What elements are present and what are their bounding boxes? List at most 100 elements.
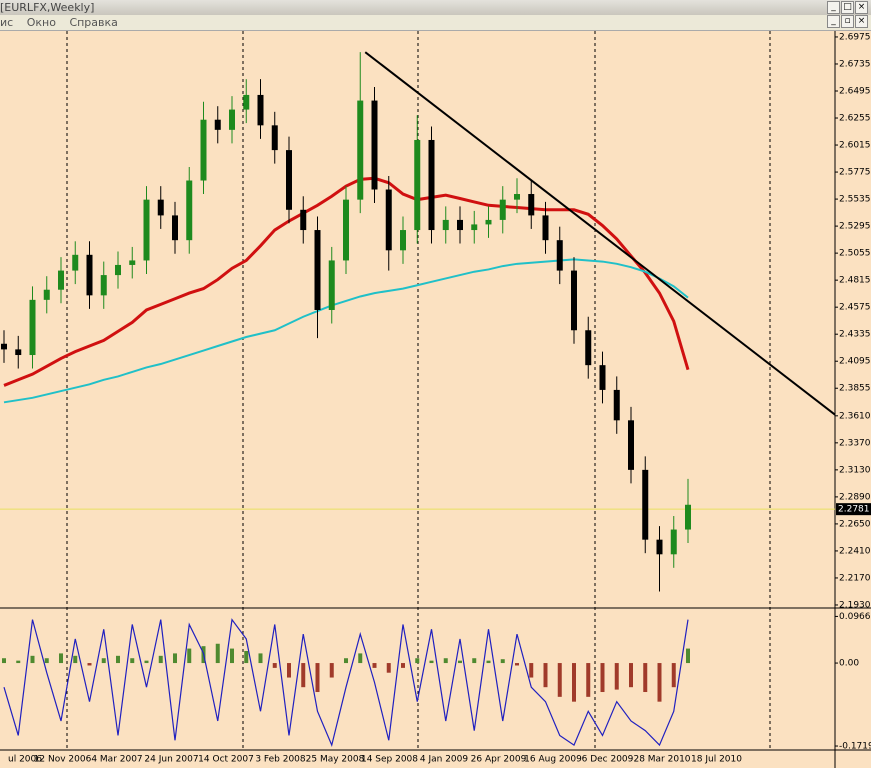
candle-body	[115, 264, 121, 276]
candle-body	[628, 420, 634, 470]
y-tick-label: 2.5295	[839, 222, 871, 232]
x-tick-label: 25 May 2008	[306, 755, 365, 765]
candle-body	[357, 100, 364, 200]
child-minimize[interactable]: _	[827, 15, 840, 28]
y-tick-label: 2.2890	[839, 492, 871, 502]
histogram-bar	[130, 658, 135, 664]
candle-body	[157, 199, 164, 216]
candle-body	[100, 275, 107, 296]
candle-body	[58, 270, 64, 290]
histogram-bar	[486, 660, 491, 664]
histogram-bar	[529, 663, 534, 678]
histogram-bar	[458, 660, 462, 664]
y-tick-label: 2.3610	[839, 411, 871, 421]
histogram-bar	[258, 653, 263, 664]
histogram-bar	[329, 663, 334, 678]
histogram-bar	[686, 648, 690, 664]
histogram-bar	[44, 658, 49, 664]
histogram-bar	[301, 663, 306, 688]
x-tick-label: 24 Jun 2007	[144, 755, 198, 765]
chart: 2.6975 2.6735 2.6495 2.6255 2.6015 2.5775 2.55…	[0, 31, 871, 768]
y-tick-label: 2.2410	[839, 546, 871, 556]
candle-body	[556, 240, 563, 271]
candle-body	[72, 254, 79, 271]
histogram-bar	[443, 658, 448, 664]
y-tick-label: 2.2170	[839, 573, 871, 583]
candle-body	[29, 299, 36, 356]
candle-body	[457, 219, 463, 231]
x-tick-label: 4 Jan 2009	[420, 755, 468, 765]
candle-body	[129, 260, 136, 265]
y-tick-label: 2.6495	[839, 86, 871, 96]
histogram-bar	[472, 658, 477, 664]
x-tick-label: 26 Apr 2009	[471, 755, 527, 765]
histogram-bar	[600, 663, 605, 693]
y-tick-label: 2.4575	[839, 303, 871, 313]
y-tick-label: 2.6255	[839, 114, 871, 124]
candle-body	[428, 139, 435, 231]
window-title: [EURLFX,Weekly]	[0, 1, 95, 14]
menu-item[interactable]: Справка	[69, 16, 118, 29]
candle-body	[1, 343, 7, 350]
histogram-bar	[643, 663, 648, 693]
candle-body	[385, 189, 392, 251]
menu-bar: ис Окно Справка _ ▫ ×	[0, 15, 871, 31]
y-tick-label: 2.6975	[839, 32, 871, 42]
candle-body	[143, 199, 150, 261]
histogram-bar	[59, 653, 63, 664]
current-price-label: 2.2781	[838, 505, 870, 515]
candle-body	[656, 539, 663, 555]
candle-body	[328, 260, 335, 310]
y-tick-label: 2.6015	[839, 141, 871, 151]
candle-body	[571, 270, 577, 331]
candle-body	[300, 209, 307, 231]
histogram-bar	[16, 660, 21, 664]
histogram-bar	[586, 663, 591, 697]
trendline	[364, 51, 836, 416]
candle-body	[471, 224, 478, 231]
candle-body	[599, 365, 606, 390]
child-restore[interactable]: ▫	[841, 15, 854, 28]
x-tick-label: 14 Oct 2007	[198, 755, 254, 765]
histogram-bar	[358, 653, 363, 664]
candle-body	[499, 199, 506, 220]
x-tick-label: ul 2006	[8, 755, 42, 765]
histogram-bar	[173, 653, 177, 664]
maximize-button[interactable]: □	[841, 1, 854, 14]
y-tick-label: 2.4335	[839, 330, 871, 340]
candle-body	[343, 199, 349, 261]
child-close[interactable]: ×	[855, 15, 868, 28]
histogram-bar	[344, 658, 348, 664]
histogram-bar	[73, 655, 78, 664]
minimize-button[interactable]: _	[827, 1, 840, 14]
histogram-bar	[415, 658, 420, 664]
x-tick-label: 6 Dec 2009	[582, 755, 634, 765]
histogram-bar	[30, 655, 35, 664]
histogram-bar	[572, 663, 576, 702]
candle-body	[286, 150, 292, 210]
candle-body	[229, 109, 235, 130]
histogram-bar	[429, 660, 434, 664]
candle-body	[314, 230, 321, 310]
candle-body	[485, 219, 492, 225]
menu-item[interactable]: ис	[0, 16, 14, 29]
histogram-bar	[315, 663, 320, 693]
candle-body	[528, 194, 535, 216]
x-tick-label: 3 Feb 2008	[255, 755, 306, 765]
histogram-bar	[543, 663, 548, 688]
candle-body	[172, 215, 178, 241]
close-button[interactable]: ×	[855, 1, 868, 14]
y-tick-label: 2.4815	[839, 276, 871, 286]
y-tick-label: 2.2650	[839, 519, 871, 529]
candle-body	[613, 389, 620, 421]
x-tick-label: 14 Sep 2008	[361, 755, 418, 765]
plot-background	[0, 31, 871, 768]
menu-item[interactable]: Окно	[26, 16, 56, 29]
candle-body	[400, 230, 406, 251]
candle-body	[642, 469, 649, 540]
y-tick-label: 0.00	[839, 659, 859, 669]
candle-body	[514, 194, 520, 200]
histogram-bar	[272, 663, 277, 668]
histogram-bar	[158, 655, 163, 664]
